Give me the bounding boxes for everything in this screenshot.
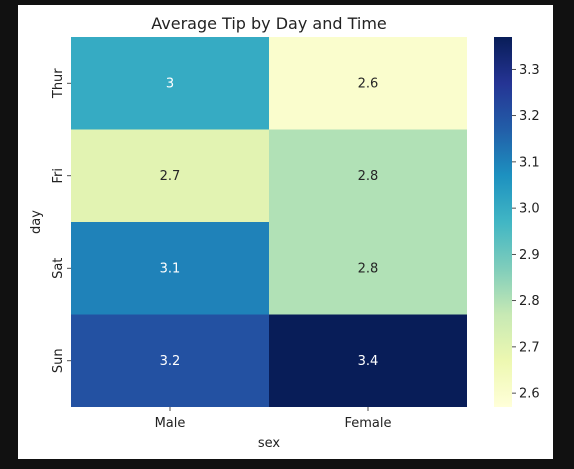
- heatmap-cell: [269, 314, 467, 407]
- x-axis-ticks: Male Female: [155, 407, 392, 431]
- cell-value-label: 3.4: [358, 354, 379, 369]
- colorbar-tick-label: 3.3: [519, 63, 540, 78]
- heatmap-cell: [71, 314, 269, 407]
- heatmap-cells: [71, 37, 467, 407]
- y-tick-label: Sun: [51, 348, 66, 373]
- cell-value-label: 2.8: [358, 261, 379, 276]
- x-tick-label: Female: [344, 416, 391, 431]
- colorbar-tick-label: 2.7: [519, 340, 540, 355]
- y-tick-label: Sat: [51, 258, 66, 279]
- cell-value-label: 3: [166, 76, 174, 91]
- heatmap-cell: [71, 37, 269, 130]
- x-tick-label: Male: [155, 416, 186, 431]
- heatmap-cell: [269, 129, 467, 222]
- colorbar-tick-label: 3.0: [519, 202, 540, 217]
- colorbar-tick-label: 3.2: [519, 109, 540, 124]
- colorbar-tick-label: 2.9: [519, 248, 540, 263]
- colorbar-tick-label: 2.6: [519, 387, 540, 402]
- cell-value-label: 2.6: [358, 76, 379, 91]
- y-tick-label: Thur: [51, 68, 66, 99]
- y-axis-label: day: [29, 210, 44, 234]
- chart-title: Average Tip by Day and Time: [151, 14, 387, 33]
- heatmap-cell: [269, 222, 467, 315]
- colorbar-ticks: 2.6 2.7 2.8 2.9 3.0 3.1 3.2 3.3: [512, 63, 540, 402]
- colorbar: [494, 37, 512, 407]
- heatmap-cell: [269, 37, 467, 130]
- colorbar-tick-label: 2.8: [519, 294, 540, 309]
- figure: Average Tip by Day and Time 3 2.6 2.7 2.8 3.…: [18, 5, 553, 459]
- heatmap-chart: Average Tip by Day and Time 3 2.6 2.7 2.8 3.…: [29, 14, 540, 451]
- heatmap-cell: [71, 222, 269, 315]
- cell-value-label: 3.1: [160, 261, 181, 276]
- y-tick-label: Fri: [51, 168, 66, 184]
- cell-value-label: 2.7: [160, 169, 181, 184]
- y-axis-ticks: Thur Fri Sat Sun: [51, 68, 71, 373]
- x-axis-label: sex: [258, 436, 281, 451]
- colorbar-tick-label: 3.1: [519, 155, 540, 170]
- heatmap-cell-labels: 3 2.6 2.7 2.8 3.1 2.8 3.2 3.4: [160, 76, 379, 369]
- heatmap-cell: [71, 129, 269, 222]
- cell-value-label: 3.2: [160, 354, 181, 369]
- cell-value-label: 2.8: [358, 169, 379, 184]
